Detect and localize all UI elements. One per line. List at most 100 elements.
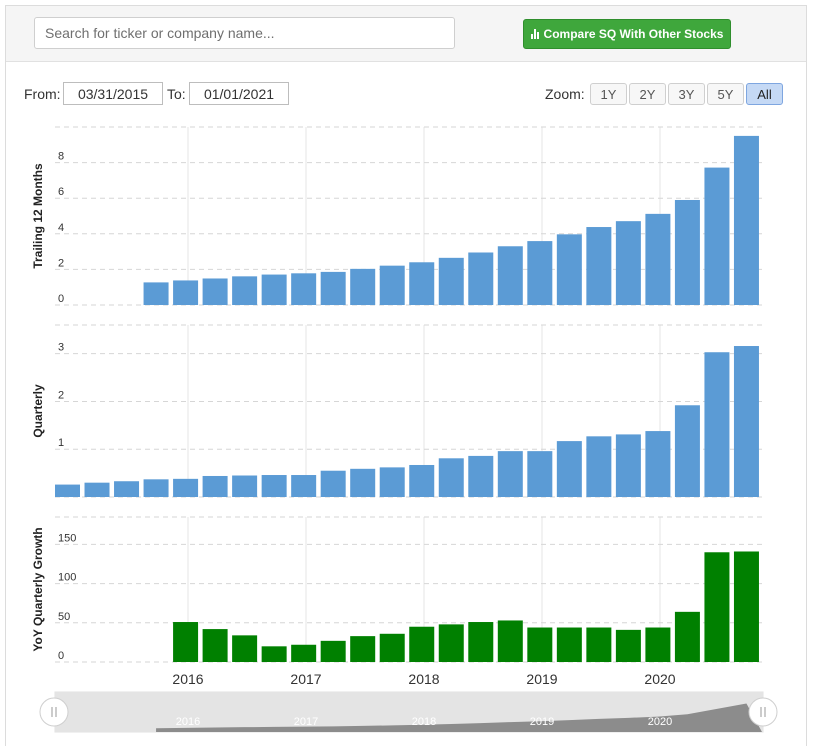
zoom-label: Zoom: xyxy=(545,86,585,102)
zoom-5y-button[interactable]: 5Y xyxy=(707,83,744,105)
bar xyxy=(320,470,346,497)
bar xyxy=(586,436,612,497)
x-tick-label: 2016 xyxy=(172,671,203,687)
bar xyxy=(704,167,730,305)
bar xyxy=(586,627,612,662)
bar xyxy=(320,640,346,662)
chart-panel xyxy=(5,5,807,746)
bar xyxy=(173,622,199,662)
bar xyxy=(291,644,317,662)
from-label: From: xyxy=(24,86,61,102)
bar xyxy=(202,475,228,497)
navigator-tick-label: 2020 xyxy=(648,716,672,728)
y-axis-label: Trailing 12 Months xyxy=(31,163,45,269)
bar xyxy=(320,271,346,305)
zoom-2y-button[interactable]: 2Y xyxy=(629,83,666,105)
zoom-all-button[interactable]: All xyxy=(746,83,783,105)
y-tick-label: 6 xyxy=(58,186,64,198)
bar xyxy=(379,265,405,305)
bar xyxy=(468,622,494,662)
from-date-input[interactable] xyxy=(63,82,163,105)
bar xyxy=(468,455,494,497)
bar xyxy=(674,405,700,497)
chart-panel-3: 0 50 100 150 YoY Quarterly Growth xyxy=(31,516,762,663)
bar xyxy=(202,278,228,305)
navigator-tick-label: 2018 xyxy=(412,716,436,728)
bar xyxy=(173,478,199,497)
bar xyxy=(173,280,199,305)
y-tick-label: 2 xyxy=(58,389,64,401)
compare-button-label: Compare SQ With Other Stocks xyxy=(543,27,724,41)
y-tick-label: 50 xyxy=(58,611,70,623)
bar xyxy=(615,629,641,662)
bar xyxy=(55,484,80,497)
chart-panel-2: 0123Quarterly xyxy=(31,324,762,498)
bar xyxy=(379,633,405,662)
bar xyxy=(586,227,612,305)
bar xyxy=(409,626,435,662)
bar xyxy=(232,276,258,305)
bar xyxy=(438,458,464,497)
bar xyxy=(261,475,287,497)
navigator-left-handle[interactable] xyxy=(39,697,69,727)
x-tick-label: 2018 xyxy=(408,671,439,687)
y-tick-label: 8 xyxy=(58,151,64,163)
navigator-tick-label: 2017 xyxy=(294,716,318,728)
bar xyxy=(409,262,435,305)
bar xyxy=(202,629,228,662)
to-label: To: xyxy=(167,86,186,102)
x-tick-label: 2019 xyxy=(526,671,557,687)
y-tick-label: 0 xyxy=(58,650,64,662)
bar xyxy=(556,627,582,662)
y-axis-label: YoY Quarterly Growth xyxy=(31,527,45,651)
y-tick-label: 2 xyxy=(58,257,64,269)
bar xyxy=(645,431,671,497)
zoom-1y-button[interactable]: 1Y xyxy=(590,83,627,105)
search-input[interactable] xyxy=(34,17,455,49)
bar xyxy=(674,199,700,305)
bar xyxy=(615,221,641,305)
bar xyxy=(232,475,258,497)
bar xyxy=(497,246,523,305)
bar xyxy=(497,451,523,497)
bar xyxy=(114,481,140,497)
y-tick-label: 0 xyxy=(58,293,64,305)
bar xyxy=(350,268,376,305)
compare-stocks-button[interactable]: Compare SQ With Other Stocks xyxy=(523,19,731,49)
x-tick-label: 2020 xyxy=(644,671,675,687)
bar xyxy=(350,636,376,662)
bar xyxy=(438,624,464,662)
y-axis-label: Quarterly xyxy=(31,384,45,438)
navigator-tick-label: 2019 xyxy=(530,716,554,728)
bar xyxy=(733,346,759,497)
bar xyxy=(84,482,110,497)
bar xyxy=(438,257,464,305)
to-date-input[interactable] xyxy=(189,82,289,105)
bar xyxy=(615,434,641,497)
bar xyxy=(674,611,700,662)
navigator-right-handle[interactable] xyxy=(748,697,778,727)
bar xyxy=(645,213,671,305)
bar xyxy=(143,282,169,305)
bar xyxy=(556,234,582,305)
bar xyxy=(527,451,553,497)
range-navigator: 2016 2017 2018 2019 2020 xyxy=(39,691,778,733)
bar xyxy=(232,635,258,662)
y-tick-label: 4 xyxy=(58,222,64,234)
bar xyxy=(261,646,287,662)
zoom-3y-button[interactable]: 3Y xyxy=(668,83,705,105)
bar xyxy=(291,273,317,305)
bar xyxy=(379,467,405,497)
handle-knob xyxy=(39,697,69,727)
chart-panel-1: 0 2 4 6 8 Trailing 12 Months xyxy=(31,126,762,306)
bar xyxy=(733,135,759,305)
y-tick-label: 1 xyxy=(58,437,64,449)
y-tick-label: 100 xyxy=(58,572,76,584)
bar xyxy=(733,551,759,662)
bar xyxy=(261,274,287,305)
bar xyxy=(527,241,553,305)
bar xyxy=(704,352,730,497)
x-tick-label: 2017 xyxy=(290,671,321,687)
bar xyxy=(704,552,730,662)
